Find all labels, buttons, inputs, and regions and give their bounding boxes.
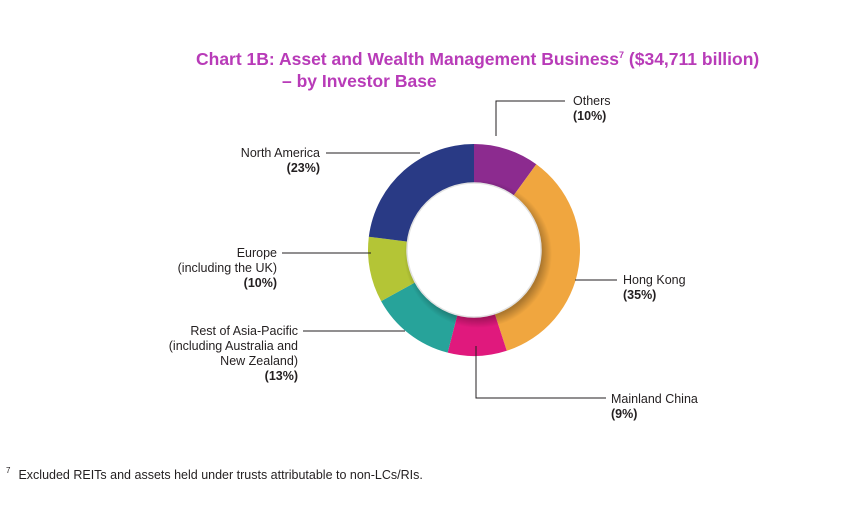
label-mainland-china: Mainland China (9%): [611, 392, 698, 422]
label-rest-apac: Rest of Asia-Pacific (including Australi…: [100, 324, 298, 384]
label-rest-apac-line3: New Zealand): [220, 354, 298, 368]
label-rest-apac-line2: (including Australia and: [168, 339, 298, 353]
leader-line-mainland-china: [475, 346, 606, 399]
label-others-pct: (10%): [573, 109, 607, 123]
label-others-name: Others: [573, 94, 611, 108]
label-rest-apac-pct: (13%): [264, 369, 298, 383]
title-footnote-marker: 7: [619, 50, 625, 60]
label-hong-kong: Hong Kong (35%): [623, 273, 686, 303]
label-rest-apac-line1: Rest of Asia-Pacific: [190, 324, 298, 338]
donut-slice-north: [368, 144, 474, 242]
footnote: 7 Excluded REITs and assets held under tr…: [6, 466, 423, 482]
label-north-america-pct: (23%): [286, 161, 320, 175]
label-europe-line2: (including the UK): [177, 261, 277, 275]
label-mainland-name: Mainland China: [611, 392, 698, 406]
label-europe-pct: (10%): [243, 276, 277, 290]
title-line2: – by Investor Base: [282, 71, 437, 91]
label-europe: Europe (including the UK) (10%): [80, 246, 277, 291]
chart-title: Chart 1B: Asset and Wealth Management Bu…: [196, 44, 816, 92]
label-europe-line1: Europe: [236, 246, 277, 260]
leader-line-others: [495, 100, 565, 136]
label-others: Others (10%): [573, 94, 611, 124]
title-line1: Chart 1B: Asset and Wealth Management Bu…: [196, 49, 620, 69]
label-hong-kong-name: Hong Kong: [623, 273, 686, 287]
footnote-marker: 7: [6, 466, 11, 475]
label-north-america-name: North America: [240, 146, 320, 160]
label-hong-kong-pct: (35%): [623, 288, 657, 302]
label-north-america: North America (23%): [120, 146, 320, 176]
title-amount: ($34,711 billion): [624, 49, 760, 69]
footnote-text: Excluded REITs and assets held under tru…: [18, 468, 423, 482]
label-mainland-pct: (9%): [611, 407, 638, 421]
donut-slice-rest: [381, 280, 459, 353]
donut-hole: [407, 183, 541, 317]
donut-hole-rim: [406, 182, 542, 318]
